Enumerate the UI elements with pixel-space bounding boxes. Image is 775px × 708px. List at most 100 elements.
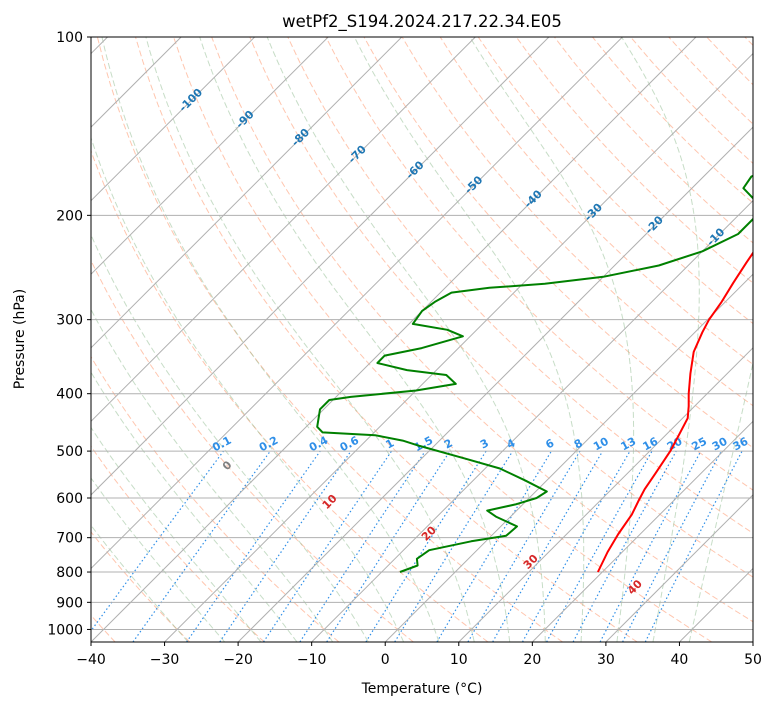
chart-title: wetPf2_S194.2024.217.22.34.E05 <box>282 12 562 32</box>
mixing-ratio-line <box>219 450 352 642</box>
moist-adiabat-line <box>101 37 440 642</box>
dry-adiabat-line <box>515 37 753 284</box>
mixing-ratio-label: 2 <box>442 436 455 451</box>
dry-adiabat-line <box>173 37 713 642</box>
isotherm-gridline <box>91 37 329 275</box>
mixing-ratio-line <box>326 450 451 642</box>
moist-adiabat-line <box>91 308 334 642</box>
moist-adiabat-line <box>91 371 298 642</box>
mixing-ratio-label: 4 <box>505 436 518 451</box>
isotherm-gridline <box>458 347 753 642</box>
dry-adiabats <box>91 37 753 642</box>
mixing-ratio-line <box>91 450 224 632</box>
dry-adiabat-line <box>249 37 753 578</box>
x-tick-label: 0 <box>381 652 390 668</box>
dry-adiabat-line <box>287 37 753 534</box>
mixing-ratio-label: 6 <box>543 436 556 451</box>
moist-adiabat-line <box>353 37 585 642</box>
y-axis-label: Pressure (hPa) <box>12 289 28 389</box>
x-tick-label: −30 <box>150 652 180 668</box>
isotherm-gridline <box>752 641 753 642</box>
mixing-ratio-label: 3 <box>478 436 491 451</box>
x-tick-label: −10 <box>297 652 327 668</box>
x-tick-label: 30 <box>597 652 615 668</box>
isotherm-gridline <box>91 37 550 496</box>
mixing-ratio-line <box>521 450 631 642</box>
mixing-ratio-line <box>299 450 426 642</box>
dry-adiabat-label: 30 <box>521 552 541 572</box>
plot-frame <box>90 36 754 643</box>
isotherm-gridline <box>91 37 256 202</box>
y-axis-ticks: 1000 900 800 700 600 500 400 300 200 100 <box>47 30 91 638</box>
y-tick-label: 300 <box>56 313 83 329</box>
mixing-ratio-label: 10 <box>591 435 611 454</box>
isotherm-gridline <box>311 199 753 642</box>
mixing-ratio-label: 36 <box>731 435 751 454</box>
dry-adiabat-line <box>554 37 753 244</box>
x-tick-label: 50 <box>744 652 762 668</box>
mixing-ratio-label: 16 <box>641 435 661 454</box>
x-axis-ticks: −40 −30 −20 −10 0 10 20 30 40 50 <box>76 642 762 668</box>
mixing-ratio-line <box>644 450 743 642</box>
y-tick-label: 600 <box>56 491 83 507</box>
isotherm-gridline <box>605 494 753 642</box>
mixing-ratio-line <box>572 450 677 642</box>
mixing-ratio-line <box>394 450 514 642</box>
dry-adiabat-line <box>477 37 753 325</box>
dewpoint-profile-line <box>316 174 753 573</box>
y-tick-label: 400 <box>56 387 83 403</box>
y-tick-label: 500 <box>56 444 83 460</box>
mixing-ratio-label: 30 <box>710 435 730 454</box>
dry-adiabat-line <box>91 531 191 642</box>
isotherm-gridline <box>531 420 753 642</box>
x-tick-label: 10 <box>450 652 468 668</box>
dry-adiabat-line <box>91 445 265 642</box>
moist-adiabats <box>91 37 753 642</box>
temperature-profile-line <box>597 251 753 573</box>
dry-adiabat-label: 40 <box>625 577 645 597</box>
y-tick-label: 800 <box>56 565 83 581</box>
isotherm-gridline <box>91 37 476 423</box>
dry-adiabat-label: 20 <box>419 523 439 543</box>
dry-adiabat-line <box>211 37 753 623</box>
mixing-ratio-line <box>262 450 392 642</box>
profile-series <box>316 174 753 573</box>
moist-adiabat-line <box>688 360 753 642</box>
y-tick-label: 1000 <box>47 622 83 638</box>
moist-adiabat-line <box>91 233 369 642</box>
x-tick-label: −20 <box>223 652 253 668</box>
isotherms <box>91 37 753 642</box>
moist-adiabat-line <box>91 136 405 642</box>
dry-adiabat-line <box>744 37 753 47</box>
mixing-ratio-line <box>436 450 553 642</box>
isotherm-gridline <box>91 37 403 349</box>
mixing-ratio-line <box>186 450 321 642</box>
dry-adiabat-line <box>96 37 563 642</box>
dry-adiabat-line <box>592 37 753 204</box>
dry-adiabat-line <box>706 37 753 86</box>
moist-adiabat-line <box>91 477 226 642</box>
isotherm-gridline <box>91 37 623 570</box>
y-tick-label: 100 <box>56 30 83 46</box>
moist-adiabat-line <box>621 37 700 642</box>
isobar-gridlines <box>91 37 753 630</box>
x-tick-label: 20 <box>523 652 541 668</box>
mixing-ratio-line <box>546 450 653 642</box>
isotherm-gridline <box>384 273 753 642</box>
dry-adiabat-line <box>91 149 489 642</box>
dry-adiabat-line <box>401 37 753 407</box>
mixing-ratio-line <box>132 450 271 642</box>
dry-adiabat-label: 10 <box>320 492 340 512</box>
moist-adiabat-line <box>266 37 546 642</box>
dry-adiabat-line <box>668 37 753 125</box>
mixing-ratio-lines <box>91 450 743 642</box>
moist-adiabat-line <box>91 524 189 642</box>
moist-adiabat-line <box>91 426 262 642</box>
mixing-ratio-label: 13 <box>619 435 639 454</box>
y-tick-label: 700 <box>56 531 83 547</box>
moist-adiabat-line <box>199 37 511 642</box>
isotherm-gridline <box>237 126 753 642</box>
x-tick-label: −40 <box>76 652 106 668</box>
x-axis-label: Temperature (°C) <box>361 681 483 697</box>
x-tick-label: 40 <box>671 652 689 668</box>
